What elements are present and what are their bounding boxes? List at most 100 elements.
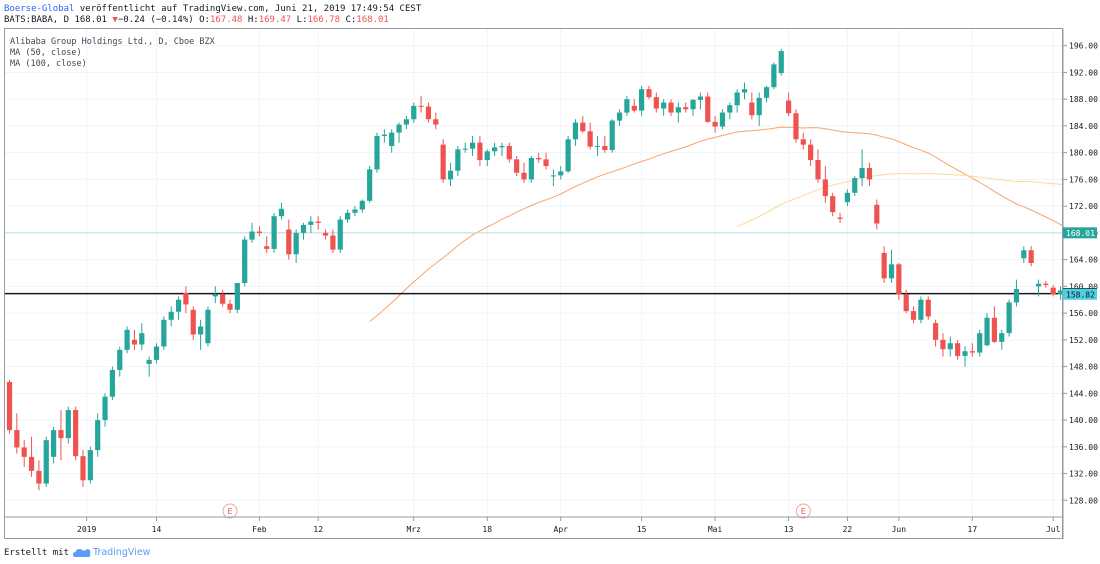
candle-body [264, 246, 270, 249]
candle [374, 132, 380, 173]
candle-body [205, 309, 211, 344]
candle-body [139, 333, 145, 345]
candle-body [1028, 250, 1034, 263]
y-tick-label: 172.00 [1069, 202, 1098, 211]
candle [852, 176, 858, 197]
candle-body [418, 105, 424, 107]
candle [411, 102, 417, 123]
earnings-marker[interactable]: E [795, 503, 811, 519]
candle [675, 102, 681, 123]
candle [969, 343, 975, 357]
x-tick-label: 22 [843, 525, 853, 534]
candle [190, 306, 196, 340]
candle-body [910, 311, 917, 320]
candle-body [175, 299, 182, 312]
candle-body [249, 231, 255, 240]
ma50-line [369, 126, 1062, 322]
candle-body [131, 339, 138, 345]
candle-body [602, 145, 608, 150]
candle [278, 202, 285, 220]
publish-info-line: Boerse-Global veröffentlicht auf Trading… [4, 4, 421, 15]
candle-body [830, 196, 836, 213]
candle [521, 162, 527, 183]
candle-body [359, 200, 365, 210]
candle [403, 115, 409, 130]
y-tick-label: 180.00 [1069, 149, 1098, 158]
close-label: C: [345, 15, 357, 25]
candle-body [109, 369, 115, 397]
candle-body [763, 87, 770, 98]
candle-body [933, 323, 939, 340]
candle-body [925, 299, 931, 317]
candle-body [183, 293, 189, 305]
candle [14, 413, 20, 454]
candle-body [587, 131, 593, 147]
tradingview-logo[interactable]: TradingView [73, 547, 150, 558]
price-label-text: 158.82 [1066, 290, 1095, 299]
candle-body [1021, 250, 1027, 259]
earnings-marker[interactable]: E [222, 503, 238, 519]
candle-body [991, 317, 997, 342]
close-value: 168.01 [356, 15, 389, 25]
y-tick-label: 128.00 [1069, 496, 1098, 505]
candle-body [506, 145, 512, 160]
candle-body [293, 232, 299, 255]
candle [242, 236, 248, 287]
candle [1043, 281, 1049, 288]
candle-body [675, 107, 681, 113]
candle [830, 192, 836, 217]
symbol-info-line: BATS:BABA, D 168.01 ▼−0.24 (−0.14%) O:16… [4, 15, 389, 26]
candle [95, 413, 101, 457]
candle-body [646, 89, 652, 98]
candle-body [705, 96, 711, 122]
candle-body [73, 410, 79, 457]
candle [859, 149, 865, 187]
candle [286, 219, 292, 260]
candle [198, 319, 204, 350]
candle-body [1035, 283, 1042, 287]
candle [1021, 246, 1027, 263]
candle [205, 306, 211, 347]
legend-ma100: MA (100, close) [10, 59, 87, 69]
candle [822, 166, 828, 203]
candle-body [616, 112, 623, 121]
candle-body [256, 231, 262, 233]
candle [484, 149, 490, 167]
y-tick-label: 188.00 [1069, 95, 1098, 104]
candle-body [492, 147, 498, 152]
candle [543, 152, 549, 170]
candle-body [1013, 289, 1020, 303]
y-tick-label: 140.00 [1069, 416, 1098, 425]
candle [1013, 279, 1020, 307]
publisher-link[interactable]: Boerse-Global [4, 4, 75, 14]
candle [381, 129, 387, 143]
candle [837, 212, 843, 223]
candle-body [1006, 302, 1012, 334]
candle [271, 212, 277, 253]
candle [697, 92, 703, 110]
candle-body [374, 135, 380, 170]
candle-body [543, 159, 549, 167]
candle [910, 306, 917, 324]
candle [800, 132, 806, 150]
candle-body [21, 447, 27, 457]
candle-body [896, 264, 902, 295]
candle [293, 229, 299, 263]
y-tick-label: 148.00 [1069, 363, 1098, 372]
candle [51, 426, 57, 464]
candle [425, 102, 432, 123]
candle-body [690, 99, 696, 110]
candle-body [117, 349, 123, 370]
candle [65, 406, 71, 444]
candle-body [609, 120, 615, 150]
x-tick-label: 18 [482, 525, 492, 534]
candle [646, 85, 652, 100]
y-tick-label: 192.00 [1069, 68, 1098, 77]
candle [844, 189, 850, 207]
candle-body [51, 430, 57, 457]
candle [705, 92, 711, 123]
candle-body [337, 219, 343, 250]
candle [462, 142, 468, 153]
candle [367, 166, 373, 203]
